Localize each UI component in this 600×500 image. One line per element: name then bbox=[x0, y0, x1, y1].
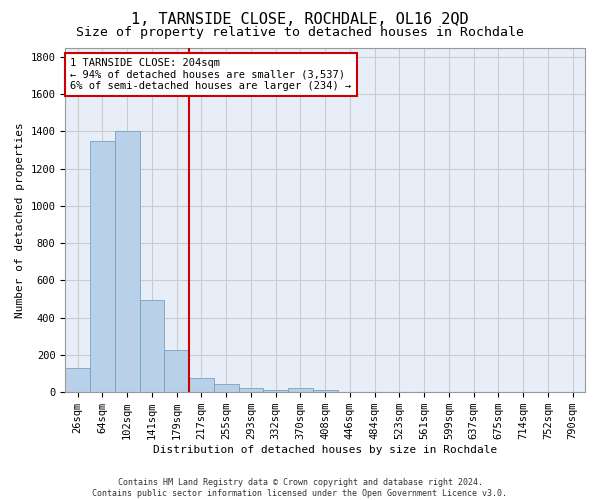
Bar bbox=[115, 132, 140, 392]
X-axis label: Distribution of detached houses by size in Rochdale: Distribution of detached houses by size … bbox=[153, 445, 497, 455]
Bar bbox=[313, 390, 338, 392]
Text: 1 TARNSIDE CLOSE: 204sqm
← 94% of detached houses are smaller (3,537)
6% of semi: 1 TARNSIDE CLOSE: 204sqm ← 94% of detach… bbox=[70, 58, 352, 91]
Bar bbox=[189, 378, 214, 392]
Bar bbox=[140, 300, 164, 392]
Bar bbox=[288, 388, 313, 392]
Y-axis label: Number of detached properties: Number of detached properties bbox=[15, 122, 25, 318]
Text: Size of property relative to detached houses in Rochdale: Size of property relative to detached ho… bbox=[76, 26, 524, 39]
Text: 1, TARNSIDE CLOSE, ROCHDALE, OL16 2QD: 1, TARNSIDE CLOSE, ROCHDALE, OL16 2QD bbox=[131, 12, 469, 28]
Bar bbox=[164, 350, 189, 392]
Bar bbox=[263, 390, 288, 392]
Bar bbox=[214, 384, 239, 392]
Bar bbox=[239, 388, 263, 392]
Text: Contains HM Land Registry data © Crown copyright and database right 2024.
Contai: Contains HM Land Registry data © Crown c… bbox=[92, 478, 508, 498]
Bar bbox=[65, 368, 90, 392]
Bar bbox=[90, 140, 115, 392]
